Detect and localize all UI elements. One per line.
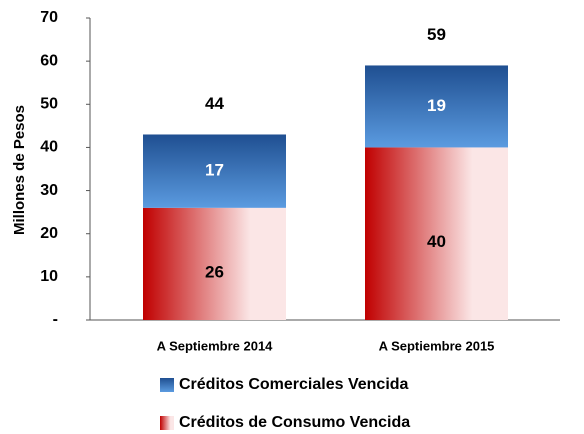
value-label: 19: [427, 96, 446, 115]
total-label: 59: [427, 25, 446, 44]
y-tick-label: -: [53, 311, 58, 328]
bar-segment: [365, 65, 508, 148]
x-tick-label: A Septiembre 2014: [157, 338, 274, 353]
y-tick-label: 30: [40, 182, 58, 199]
legend-swatch: [160, 378, 174, 392]
total-label: 44: [205, 94, 224, 113]
legend-label: Créditos Comerciales Vencida: [179, 376, 409, 393]
bar-segment: [143, 207, 286, 320]
bar-segment: [365, 147, 508, 320]
y-tick-label: 20: [40, 225, 58, 242]
value-label: 26: [205, 262, 224, 281]
legend-label: Créditos de Consumo Vencida: [179, 414, 410, 431]
y-axis-label: Millones de Pesos: [11, 105, 28, 235]
value-label: 17: [205, 161, 224, 180]
bar-segment: [143, 134, 286, 208]
y-tick-label: 60: [40, 52, 58, 69]
y-tick-label: 50: [40, 96, 58, 113]
x-tick-label: A Septiembre 2015: [379, 338, 495, 353]
y-tick-label: 40: [40, 139, 58, 156]
y-tick-label: 10: [40, 268, 58, 285]
value-label: 40: [427, 232, 446, 251]
legend-swatch: [160, 416, 174, 430]
y-tick-label: 70: [40, 9, 58, 26]
